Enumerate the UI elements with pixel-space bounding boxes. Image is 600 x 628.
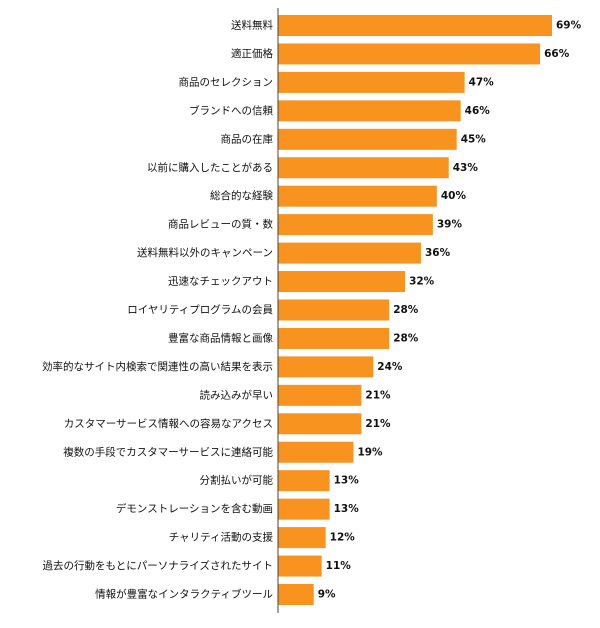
category-label: カスタマーサービス情報への容易なアクセス — [64, 417, 273, 430]
category-label: 以前に購入したことがある — [147, 161, 273, 174]
bar — [278, 441, 354, 463]
value-label: 45% — [461, 133, 487, 145]
value-label: 13% — [334, 475, 360, 487]
category-label: 総合的な経験 — [210, 189, 273, 202]
category-label: 情報が豊富なインタラクティブツール — [95, 588, 273, 601]
bar — [278, 71, 465, 93]
bar — [278, 271, 406, 293]
bar — [278, 584, 314, 605]
value-label: 47% — [469, 76, 495, 88]
category-label: 商品のセレクション — [179, 75, 274, 88]
bar-row: 送料無料以外のキャンペーン 36% — [137, 242, 451, 264]
bar-row: 商品のセレクション 47% — [179, 71, 495, 93]
value-label: 66% — [544, 48, 570, 60]
bar-row: デモンストレーションを含む動画 13% — [116, 498, 360, 520]
bar — [278, 157, 449, 179]
bar — [278, 498, 330, 520]
bar — [278, 527, 326, 549]
value-label: 32% — [409, 276, 435, 288]
bar — [278, 128, 457, 150]
category-label: 複数の手段でカスタマーサービスに連絡可能 — [63, 445, 273, 458]
category-label: 豊富な商品情報と画像 — [168, 331, 273, 344]
category-label: 商品レビューの質・数 — [168, 218, 273, 231]
bar-row: ロイヤリティプログラムの会員 28% — [127, 299, 419, 321]
category-label: 送料無料 — [231, 19, 273, 32]
bar-row: 豊富な商品情報と画像 28% — [168, 327, 419, 349]
value-label: 12% — [330, 532, 356, 544]
bar — [278, 185, 437, 207]
value-label: 24% — [377, 361, 403, 373]
bar-row: 複数の手段でカスタマーサービスに連絡可能 19% — [63, 441, 383, 463]
bar-row: 送料無料 69% — [231, 15, 582, 36]
bar — [278, 100, 461, 122]
bar-row: 読み込みが早い 21% — [200, 384, 391, 406]
value-label: 13% — [334, 503, 360, 515]
value-label: 46% — [465, 105, 491, 117]
value-label: 40% — [441, 190, 467, 202]
bar-row: ブランドへの信頼 46% — [189, 100, 491, 122]
value-label: 19% — [357, 446, 383, 458]
value-label: 43% — [453, 162, 479, 174]
bar — [278, 555, 322, 577]
bar — [278, 299, 390, 321]
chart-rows: 送料無料 69% 適正価格 66% 商品のセレクション 47% ブランドへの信頼 46% 商品の… — [42, 15, 582, 605]
value-label: 21% — [365, 418, 391, 430]
category-label: 商品の在庫 — [221, 132, 274, 145]
category-label: 読み込みが早い — [200, 388, 274, 401]
category-label: ロイヤリティプログラムの会員 — [127, 303, 273, 316]
bar-row: 商品レビューの質・数 39% — [168, 214, 463, 236]
bar — [278, 356, 374, 378]
category-label: 効率的なサイト内検索で関連性の高い結果を表示 — [42, 360, 273, 373]
value-label: 11% — [326, 560, 352, 572]
category-label: デモンストレーションを含む動画 — [116, 502, 273, 515]
bar-row: 適正価格 66% — [231, 43, 570, 65]
bar — [278, 413, 362, 435]
category-label: 分割払いが可能 — [200, 474, 274, 487]
bar-row: 効率的なサイト内検索で関連性の高い結果を表示 24% — [42, 356, 403, 378]
bar — [278, 327, 390, 349]
category-label: 送料無料以外のキャンペーン — [137, 246, 273, 259]
bar-row: 過去の行動をもとにパーソナライズされたサイト 11% — [43, 555, 352, 577]
bar — [278, 15, 552, 36]
bar-row: 情報が豊富なインタラクティブツール 9% — [95, 584, 336, 605]
value-label: 36% — [425, 247, 451, 259]
bar-row: 迅速なチェックアウト 32% — [168, 271, 435, 293]
bar-row: 商品の在庫 45% — [221, 128, 487, 150]
value-label: 28% — [393, 332, 419, 344]
value-label: 39% — [437, 219, 463, 231]
bar-row: 分割払いが可能 13% — [200, 470, 360, 492]
category-label: 過去の行動をもとにパーソナライズされたサイト — [43, 559, 273, 572]
value-label: 9% — [318, 589, 336, 601]
bar — [278, 214, 433, 236]
bar-row: 総合的な経験 40% — [210, 185, 467, 207]
bar — [278, 384, 362, 406]
category-label: ブランドへの信頼 — [189, 104, 273, 117]
bar — [278, 242, 421, 264]
bar-row: チャリティ活動の支援 12% — [169, 527, 356, 549]
category-label: 適正価格 — [231, 47, 273, 60]
bar-row: 以前に購入したことがある 43% — [147, 157, 479, 179]
category-label: 迅速なチェックアウト — [168, 276, 273, 288]
category-label: チャリティ活動の支援 — [169, 531, 274, 544]
bar — [278, 43, 541, 65]
value-label: 69% — [556, 20, 582, 32]
bar — [278, 470, 330, 492]
bar-row: カスタマーサービス情報への容易なアクセス 21% — [64, 413, 391, 435]
value-label: 28% — [393, 304, 419, 316]
value-label: 21% — [365, 389, 391, 401]
